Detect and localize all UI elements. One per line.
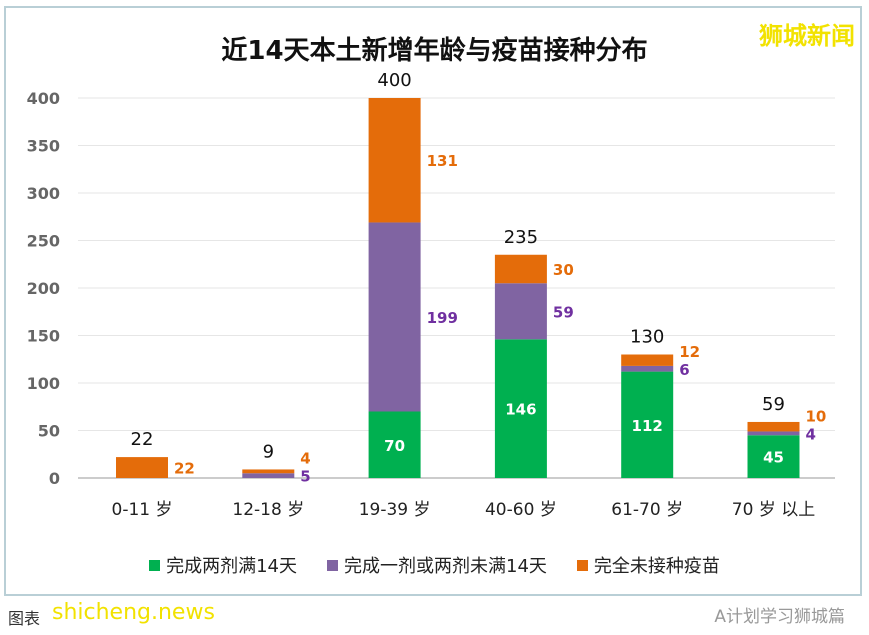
legend-label: 完成一剂或两剂未满14天 bbox=[344, 556, 547, 577]
x-tick-label: 12-18 岁 bbox=[232, 500, 304, 520]
y-tick-label: 0 bbox=[49, 469, 60, 488]
total-label: 235 bbox=[504, 227, 538, 248]
watermark-site: shicheng.news bbox=[52, 600, 215, 625]
y-tick-label: 300 bbox=[27, 184, 60, 203]
y-tick-label: 150 bbox=[27, 327, 60, 346]
data-label: 30 bbox=[553, 261, 574, 279]
data-label: 199 bbox=[427, 309, 458, 327]
bar-segment bbox=[368, 98, 421, 223]
data-label: 4 bbox=[300, 450, 310, 468]
bar-segment bbox=[368, 411, 421, 478]
bar-segment bbox=[368, 222, 421, 412]
data-label: 45 bbox=[763, 449, 784, 467]
chart-frame bbox=[4, 6, 862, 596]
y-tick-label: 200 bbox=[27, 279, 60, 298]
x-tick-label: 19-39 岁 bbox=[359, 500, 431, 520]
x-tick-label: 0-11 岁 bbox=[112, 500, 173, 520]
data-label: 22 bbox=[174, 460, 195, 478]
bar-segment bbox=[747, 435, 800, 478]
data-label: 4 bbox=[806, 425, 816, 443]
bar-segment bbox=[494, 283, 547, 340]
bar-segment bbox=[747, 431, 800, 436]
total-label: 59 bbox=[762, 394, 785, 415]
legend-item: 完成一剂或两剂未满14天 bbox=[327, 552, 547, 578]
data-label: 59 bbox=[553, 303, 574, 321]
data-label: 12 bbox=[679, 343, 700, 361]
total-label: 22 bbox=[131, 429, 154, 450]
data-label: 6 bbox=[679, 361, 689, 379]
data-label: 5 bbox=[300, 468, 310, 486]
bar-segment bbox=[621, 371, 674, 478]
total-label: 400 bbox=[377, 70, 411, 91]
y-tick-label: 250 bbox=[27, 232, 60, 251]
legend-label: 完全未接种疫苗 bbox=[593, 556, 720, 577]
data-label: 131 bbox=[427, 152, 458, 170]
data-label: 10 bbox=[806, 407, 827, 425]
legend: 完成两剂满14天 完成一剂或两剂未满14天 完全未接种疫苗 bbox=[0, 552, 869, 578]
x-tick-label: 61-70 岁 bbox=[611, 500, 683, 520]
data-label: 112 bbox=[632, 417, 663, 435]
legend-label: 完成两剂满14天 bbox=[166, 556, 297, 577]
legend-swatch bbox=[576, 559, 588, 571]
caption: 图表 bbox=[8, 609, 41, 628]
chart-title: 近14天本土新增年龄与疫苗接种分布 bbox=[221, 36, 648, 66]
bar-segment bbox=[621, 365, 674, 372]
bar-segment bbox=[242, 469, 295, 474]
bar-segment bbox=[494, 254, 547, 284]
x-tick-label: 70 岁 以上 bbox=[732, 500, 815, 520]
plot-area: 0 50 100 150 200 250 300 350 400 0-11 岁 22 22 12-18 … bbox=[27, 70, 835, 520]
y-tick-label: 350 bbox=[27, 137, 60, 156]
bar-segment bbox=[116, 457, 168, 478]
x-tick-label: 40-60 岁 bbox=[485, 500, 557, 520]
total-label: 9 bbox=[263, 441, 274, 462]
bar-segment bbox=[621, 354, 674, 366]
total-label: 130 bbox=[630, 327, 664, 348]
y-tick-label: 50 bbox=[38, 422, 60, 441]
data-label: 70 bbox=[384, 437, 405, 455]
bar-segment bbox=[242, 473, 295, 478]
brand-logo: 狮城新闻 bbox=[759, 22, 855, 50]
watermark-account: A计划学习狮城篇 bbox=[714, 607, 845, 627]
legend-item: 完成两剂满14天 bbox=[149, 552, 297, 578]
bar-segment bbox=[747, 421, 800, 432]
bar-segment bbox=[494, 339, 547, 478]
legend-item: 完全未接种疫苗 bbox=[576, 552, 720, 578]
legend-swatch bbox=[327, 559, 338, 571]
data-label: 146 bbox=[505, 401, 536, 419]
y-tick-label: 400 bbox=[27, 89, 60, 108]
legend-swatch bbox=[149, 559, 161, 571]
y-tick-label: 100 bbox=[27, 374, 60, 393]
